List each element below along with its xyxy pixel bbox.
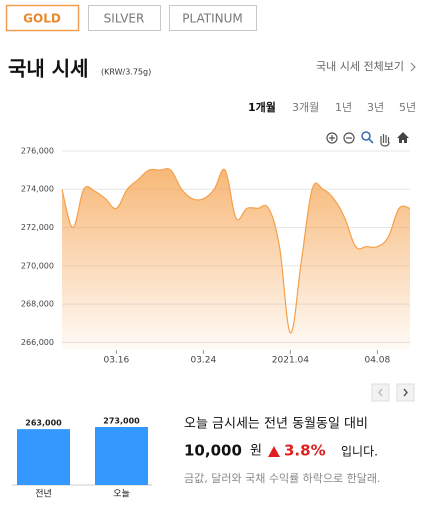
- summary-line: 오늘 금시세는 전년 동월동일 대비: [184, 417, 368, 432]
- period-tab[interactable]: 5년: [399, 101, 416, 114]
- tab-box: [169, 5, 257, 31]
- y-tick-label: 274,000: [21, 185, 54, 194]
- metal-tab[interactable]: PLATINUM: [169, 5, 257, 31]
- tab-label[interactable]: SILVER: [104, 12, 145, 26]
- link-text[interactable]: 국내 시세 전체보기: [316, 60, 404, 73]
- y-tick-label: 270,000: [21, 261, 54, 270]
- unit: (KRW/3.75g): [101, 68, 151, 77]
- change: 3.8%: [284, 442, 326, 460]
- period-tab[interactable]: 3개월: [292, 101, 319, 114]
- bar-category-label: 전년: [35, 489, 52, 500]
- metal-tab[interactable]: GOLD: [5, 4, 80, 32]
- tab-box: [5, 4, 80, 32]
- all-link[interactable]: 국내 시세 전체보기: [316, 60, 416, 73]
- pan[interactable]: [380, 134, 390, 147]
- bar: [17, 429, 70, 485]
- y-tick-label: 276,000: [21, 146, 54, 155]
- prev-button[interactable]: [371, 383, 390, 402]
- area-fill: [62, 168, 410, 350]
- period-tab[interactable]: 1년: [335, 101, 352, 114]
- chevron: [410, 62, 416, 72]
- zoom-in[interactable]: [326, 132, 338, 144]
- y-tick-label: 266,000: [21, 338, 54, 347]
- toolbar: [326, 131, 409, 147]
- suffix: 입니다.: [341, 445, 378, 459]
- x-tick-label: 03.16: [103, 356, 129, 366]
- x-tick-label: 03.24: [190, 356, 216, 366]
- period-tab[interactable]: 3년: [367, 101, 384, 114]
- zoom-out[interactable]: [343, 132, 355, 144]
- title: 국내 시세: [8, 57, 89, 81]
- price-line: [61, 167, 411, 334]
- x-tick-label: 04.08: [364, 356, 390, 366]
- bar: [95, 427, 148, 485]
- note: 금값, 달러와 국채 수익률 하락으로 한달래.: [184, 471, 381, 485]
- bar-value-label: 273,000: [103, 417, 140, 426]
- period-tab[interactable]: 1개월: [248, 100, 276, 114]
- magnifier[interactable]: [361, 131, 374, 144]
- bar-value-label: 263,000: [25, 419, 62, 428]
- metal-tab[interactable]: SILVER: [88, 5, 161, 31]
- tab-label[interactable]: PLATINUM: [182, 12, 242, 26]
- y-tick-label: 268,000: [21, 300, 54, 309]
- up-arrow: [268, 446, 280, 457]
- tab-label[interactable]: GOLD: [23, 12, 61, 26]
- x-tick-label: 2021.04: [272, 356, 309, 366]
- tab-box: [88, 5, 161, 31]
- y-tick-label: 272,000: [21, 223, 54, 232]
- home[interactable]: [397, 132, 409, 143]
- bar-category-label: 오늘: [113, 489, 130, 500]
- amount: 10,000: [184, 442, 242, 460]
- amount-unit: 원: [250, 444, 262, 459]
- next-button[interactable]: [396, 383, 415, 402]
